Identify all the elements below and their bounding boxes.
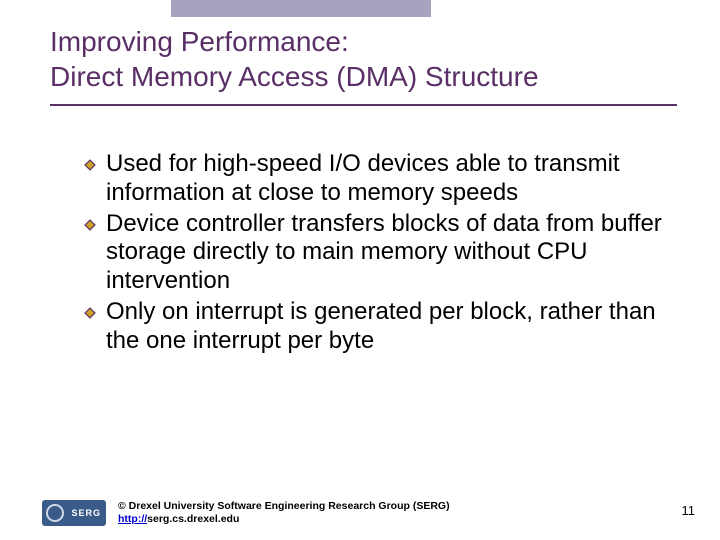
- decorative-top-bar: [171, 0, 431, 17]
- title-line-2: Direct Memory Access (DMA) Structure: [50, 61, 539, 92]
- serg-logo: SERG: [42, 500, 106, 526]
- footer-link-rest: serg.cs.drexel.edu: [147, 513, 239, 525]
- footer: SERG © Drexel University Software Engine…: [42, 500, 690, 526]
- bullet-list: Used for high-speed I/O devices able to …: [84, 150, 670, 358]
- list-item: Used for high-speed I/O devices able to …: [84, 150, 670, 208]
- page-number: 11: [682, 503, 696, 518]
- bullet-text: Used for high-speed I/O devices able to …: [106, 150, 670, 208]
- title-line-1: Improving Performance:: [50, 26, 349, 57]
- list-item: Only on interrupt is generated per block…: [84, 298, 670, 356]
- diamond-bullet-icon: [84, 219, 96, 231]
- bullet-text: Only on interrupt is generated per block…: [106, 298, 670, 356]
- logo-circle-icon: [46, 504, 64, 522]
- logo-text: SERG: [71, 508, 101, 518]
- title-underline: [50, 104, 677, 106]
- diamond-bullet-icon: [84, 307, 96, 319]
- title-block: Improving Performance: Direct Memory Acc…: [50, 24, 680, 106]
- diamond-bullet-icon: [84, 159, 96, 171]
- slide-title: Improving Performance: Direct Memory Acc…: [50, 24, 680, 94]
- footer-link[interactable]: http://: [118, 513, 147, 525]
- list-item: Device controller transfers blocks of da…: [84, 210, 670, 296]
- bullet-text: Device controller transfers blocks of da…: [106, 210, 670, 296]
- copyright-text: © Drexel University Software Engineering…: [118, 500, 450, 512]
- footer-text: © Drexel University Software Engineering…: [118, 500, 690, 526]
